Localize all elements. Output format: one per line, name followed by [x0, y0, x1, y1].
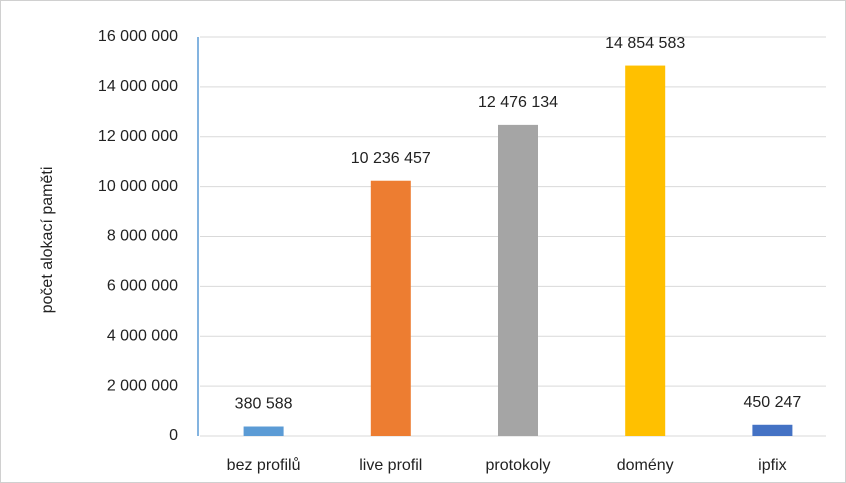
x-tick-label: domény [617, 457, 674, 474]
y-tick-label: 8 000 000 [107, 228, 178, 245]
y-axis-label: počet alokací paměti [39, 167, 56, 314]
bar [370, 180, 411, 436]
y-tick-label: 2 000 000 [107, 377, 178, 394]
x-tick-label: live profil [359, 457, 422, 474]
data-label: 10 236 457 [351, 150, 431, 167]
y-tick-label: 0 [169, 427, 178, 444]
y-tick-label: 10 000 000 [98, 178, 178, 195]
bar [243, 426, 284, 436]
data-label: 14 854 583 [605, 35, 685, 52]
bar [625, 65, 666, 436]
x-tick-label: ipfix [758, 457, 786, 474]
bar [498, 124, 538, 437]
x-tick-label: bez profilů [227, 456, 301, 474]
y-tick-label: 14 000 000 [98, 78, 178, 95]
y-tick-label: 12 000 000 [98, 128, 178, 145]
bar [752, 424, 793, 436]
data-label: 450 247 [743, 394, 801, 411]
data-label: 380 588 [235, 396, 293, 413]
data-label: 12 476 134 [478, 94, 558, 111]
y-tick-label: 16 000 000 [98, 28, 178, 45]
x-tick-label: protokoly [486, 457, 551, 474]
y-tick-label: 4 000 000 [107, 327, 178, 344]
y-tick-label: 6 000 000 [107, 278, 178, 295]
